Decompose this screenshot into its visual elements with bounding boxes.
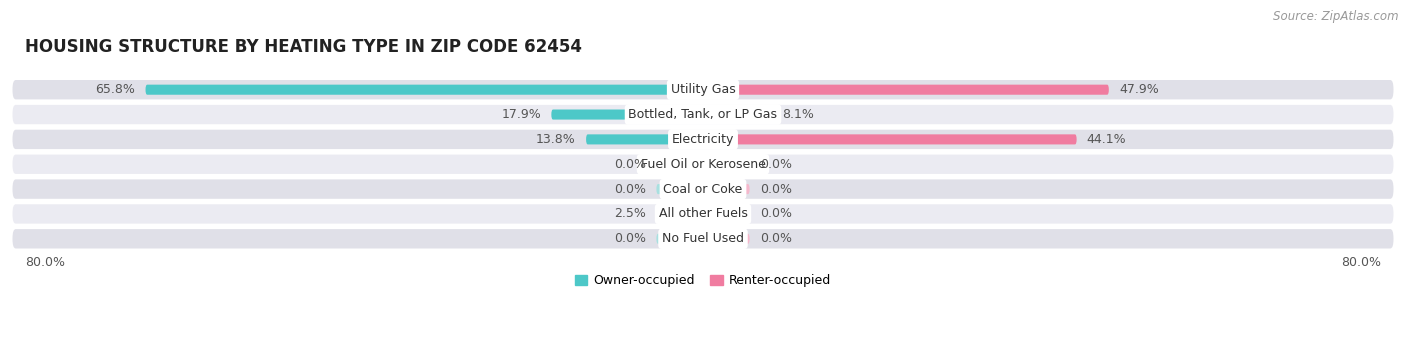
Text: No Fuel Used: No Fuel Used xyxy=(662,232,744,245)
FancyBboxPatch shape xyxy=(13,105,1393,124)
Text: 0.0%: 0.0% xyxy=(759,232,792,245)
Text: 0.0%: 0.0% xyxy=(614,182,647,196)
FancyBboxPatch shape xyxy=(657,234,703,244)
Text: 2.5%: 2.5% xyxy=(614,207,647,220)
FancyBboxPatch shape xyxy=(551,109,703,120)
FancyBboxPatch shape xyxy=(13,179,1393,199)
FancyBboxPatch shape xyxy=(586,134,703,145)
Text: 0.0%: 0.0% xyxy=(759,182,792,196)
Text: 0.0%: 0.0% xyxy=(759,207,792,220)
FancyBboxPatch shape xyxy=(13,229,1393,249)
FancyBboxPatch shape xyxy=(703,159,749,169)
Text: 0.0%: 0.0% xyxy=(614,232,647,245)
FancyBboxPatch shape xyxy=(13,154,1393,174)
Text: HOUSING STRUCTURE BY HEATING TYPE IN ZIP CODE 62454: HOUSING STRUCTURE BY HEATING TYPE IN ZIP… xyxy=(25,38,582,56)
Text: Electricity: Electricity xyxy=(672,133,734,146)
Text: Utility Gas: Utility Gas xyxy=(671,83,735,96)
FancyBboxPatch shape xyxy=(703,134,1077,145)
FancyBboxPatch shape xyxy=(703,209,749,219)
Text: 80.0%: 80.0% xyxy=(1341,256,1381,269)
FancyBboxPatch shape xyxy=(657,184,703,194)
Text: 0.0%: 0.0% xyxy=(614,158,647,171)
Text: 13.8%: 13.8% xyxy=(536,133,576,146)
FancyBboxPatch shape xyxy=(146,85,703,95)
Text: Coal or Coke: Coal or Coke xyxy=(664,182,742,196)
Text: 0.0%: 0.0% xyxy=(759,158,792,171)
FancyBboxPatch shape xyxy=(703,85,1109,95)
FancyBboxPatch shape xyxy=(13,204,1393,224)
Text: 47.9%: 47.9% xyxy=(1119,83,1159,96)
FancyBboxPatch shape xyxy=(703,234,749,244)
FancyBboxPatch shape xyxy=(657,159,703,169)
FancyBboxPatch shape xyxy=(703,184,749,194)
Text: 80.0%: 80.0% xyxy=(25,256,65,269)
Text: Fuel Oil or Kerosene: Fuel Oil or Kerosene xyxy=(641,158,765,171)
Text: 44.1%: 44.1% xyxy=(1087,133,1126,146)
FancyBboxPatch shape xyxy=(13,130,1393,149)
Text: All other Fuels: All other Fuels xyxy=(658,207,748,220)
Text: Bottled, Tank, or LP Gas: Bottled, Tank, or LP Gas xyxy=(628,108,778,121)
FancyBboxPatch shape xyxy=(13,80,1393,99)
FancyBboxPatch shape xyxy=(703,109,772,120)
FancyBboxPatch shape xyxy=(657,209,703,219)
Text: 17.9%: 17.9% xyxy=(502,108,541,121)
Text: Source: ZipAtlas.com: Source: ZipAtlas.com xyxy=(1274,10,1399,23)
Text: 65.8%: 65.8% xyxy=(96,83,135,96)
Text: 8.1%: 8.1% xyxy=(782,108,814,121)
Legend: Owner-occupied, Renter-occupied: Owner-occupied, Renter-occupied xyxy=(569,269,837,292)
